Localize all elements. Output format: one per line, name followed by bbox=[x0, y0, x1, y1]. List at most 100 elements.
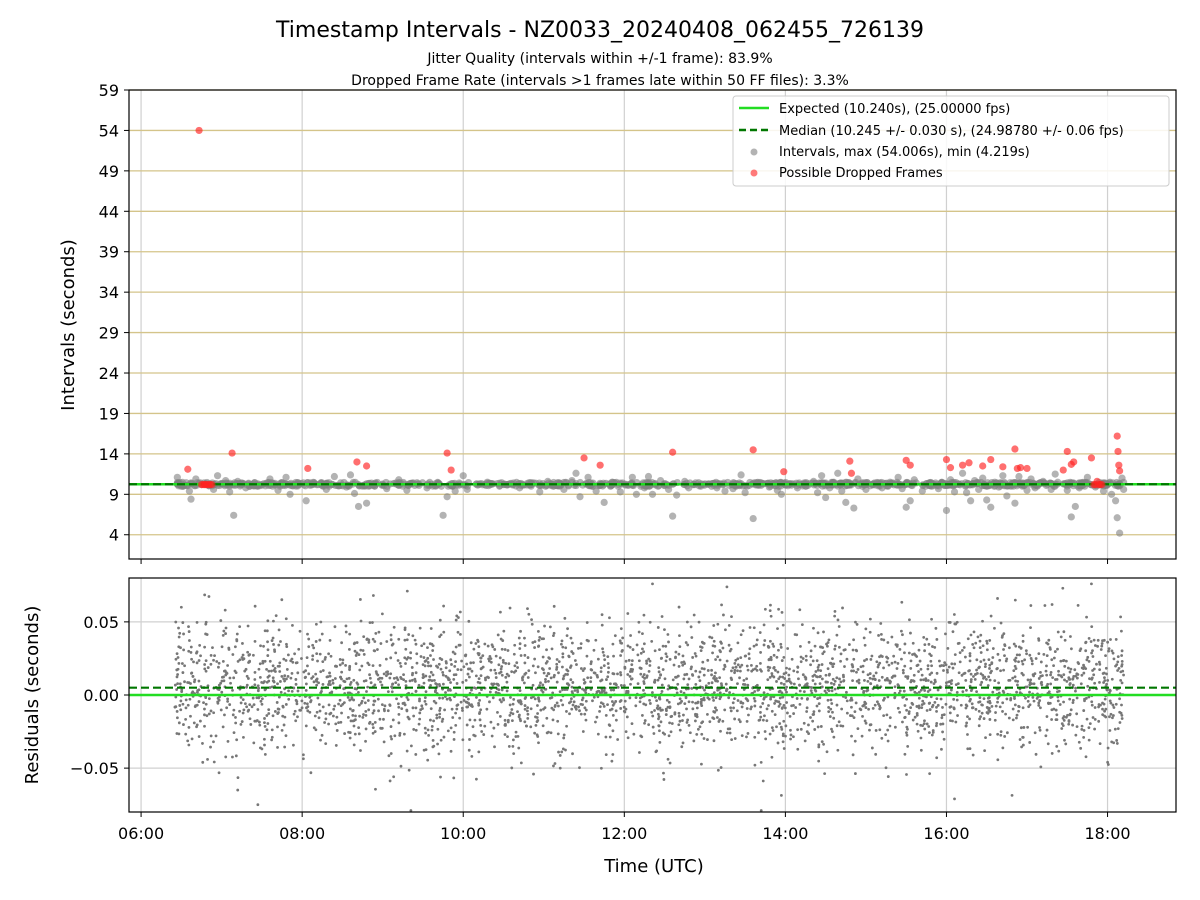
residual-point bbox=[393, 734, 397, 738]
residual-point bbox=[467, 748, 471, 752]
residual-point bbox=[189, 645, 193, 649]
residual-point bbox=[1021, 743, 1025, 747]
residual-point bbox=[950, 662, 954, 666]
residual-point bbox=[711, 696, 715, 699]
residual-point bbox=[866, 680, 870, 683]
residual-point bbox=[779, 794, 783, 797]
residual-point bbox=[643, 676, 647, 680]
residual-point bbox=[177, 626, 180, 630]
residual-point bbox=[694, 719, 697, 723]
residual-point bbox=[830, 730, 834, 733]
residual-point bbox=[677, 723, 681, 727]
residual-point bbox=[608, 682, 612, 686]
residual-point bbox=[497, 688, 501, 692]
residual-point bbox=[290, 657, 294, 661]
interval-point bbox=[286, 490, 294, 498]
residual-point bbox=[557, 671, 560, 675]
residual-point bbox=[439, 667, 443, 671]
residual-point bbox=[265, 667, 268, 671]
residual-point bbox=[700, 732, 704, 736]
residual-point bbox=[759, 651, 762, 654]
residual-point bbox=[291, 660, 295, 664]
residual-point bbox=[328, 638, 332, 642]
residual-point bbox=[293, 709, 297, 713]
residual-point bbox=[174, 657, 178, 661]
residual-point bbox=[570, 697, 573, 701]
interval-point bbox=[958, 469, 967, 477]
residual-point bbox=[653, 680, 657, 684]
residual-point bbox=[217, 665, 220, 669]
residual-point bbox=[604, 713, 608, 717]
residual-point bbox=[963, 671, 967, 675]
residual-point bbox=[1106, 746, 1110, 750]
residual-point bbox=[913, 690, 917, 694]
residual-point bbox=[847, 643, 851, 646]
residual-point bbox=[327, 652, 331, 656]
residual-point bbox=[614, 709, 618, 713]
residual-point bbox=[371, 731, 375, 735]
residual-point bbox=[661, 644, 665, 648]
residual-point bbox=[923, 649, 926, 653]
residual-point bbox=[746, 668, 750, 672]
residual-point bbox=[724, 682, 728, 686]
residual-point bbox=[364, 739, 367, 743]
residual-point bbox=[198, 719, 202, 723]
residual-point bbox=[922, 722, 926, 726]
residual-point bbox=[449, 658, 453, 662]
residual-point bbox=[966, 747, 970, 751]
residual-point bbox=[745, 677, 749, 681]
dropped-frame-point bbox=[304, 464, 312, 473]
residual-point bbox=[541, 724, 545, 728]
residual-point bbox=[964, 724, 968, 728]
residual-point bbox=[311, 658, 314, 661]
residual-point bbox=[497, 663, 501, 667]
residual-point bbox=[769, 697, 772, 701]
residual-point bbox=[438, 712, 442, 716]
residual-point bbox=[969, 678, 973, 681]
residual-point bbox=[1062, 718, 1066, 722]
residual-point bbox=[813, 644, 817, 648]
residual-point bbox=[346, 691, 350, 695]
residual-point bbox=[362, 713, 365, 716]
residual-point bbox=[841, 606, 844, 610]
residual-point bbox=[732, 697, 736, 700]
residual-point bbox=[919, 688, 923, 692]
residual-point bbox=[933, 678, 937, 682]
residual-point bbox=[368, 621, 372, 624]
residual-point bbox=[892, 654, 896, 658]
residual-point bbox=[648, 659, 652, 663]
residual-point bbox=[685, 620, 689, 624]
dropped-frame-point bbox=[987, 455, 995, 464]
residual-point bbox=[748, 647, 752, 651]
residual-point bbox=[611, 753, 615, 756]
interval-point bbox=[354, 502, 363, 511]
residual-point bbox=[853, 710, 857, 714]
legend-dropped-marker bbox=[750, 169, 758, 177]
residual-point bbox=[284, 659, 288, 662]
residual-point bbox=[388, 676, 392, 680]
residual-point bbox=[429, 707, 433, 711]
residual-point bbox=[750, 705, 753, 709]
residual-point bbox=[681, 663, 685, 667]
residual-point bbox=[397, 683, 400, 687]
residual-point bbox=[467, 701, 470, 705]
residual-point bbox=[552, 764, 555, 768]
residual-point bbox=[685, 721, 689, 724]
residual-point bbox=[220, 645, 224, 649]
residual-point bbox=[312, 726, 316, 730]
residual-point bbox=[945, 668, 949, 672]
residual-point bbox=[449, 698, 452, 702]
residual-point bbox=[335, 715, 339, 719]
residual-point bbox=[329, 711, 333, 715]
residual-point bbox=[979, 633, 983, 637]
residual-point bbox=[741, 701, 745, 705]
residual-point bbox=[864, 702, 868, 705]
residual-point bbox=[471, 725, 475, 729]
legend-frame bbox=[732, 95, 1170, 187]
residual-point bbox=[928, 708, 932, 711]
residual-point bbox=[430, 728, 434, 732]
residual-point bbox=[540, 688, 543, 692]
residual-point bbox=[204, 702, 208, 706]
residual-point bbox=[719, 650, 722, 654]
residual-point bbox=[826, 644, 829, 648]
